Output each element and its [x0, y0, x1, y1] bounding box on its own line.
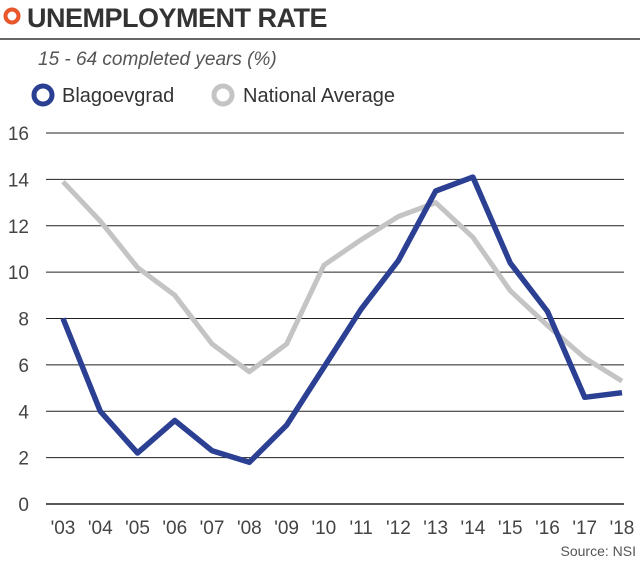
x-tick-label: '06 [162, 518, 187, 539]
x-tick-label: '15 [498, 518, 523, 539]
y-tick-label: 4 [18, 402, 29, 423]
y-tick-label: 6 [18, 356, 29, 377]
y-tick-label: 10 [8, 263, 29, 284]
y-axis-ticks: 0 2 4 6 8 10 12 14 16 [8, 124, 30, 516]
legend-blagoevgrad-icon [31, 83, 55, 107]
x-tick-label: '18 [610, 518, 635, 539]
y-tick-label: 16 [8, 124, 29, 145]
y-tick-label: 8 [18, 310, 29, 331]
x-tick-label: '14 [461, 518, 486, 539]
x-tick-label: '13 [423, 518, 448, 539]
x-tick-label: '11 [349, 518, 372, 539]
chart-title: UNEMPLOYMENT RATE [27, 3, 327, 33]
y-tick-label: 0 [18, 495, 29, 516]
x-tick-label: '09 [274, 518, 299, 539]
title-marker-icon [3, 7, 21, 25]
legend-blagoevgrad-label: Blagoevgrad [62, 85, 174, 107]
y-tick-label: 2 [18, 449, 29, 470]
x-tick-label: '12 [386, 518, 411, 539]
series-line-national-average [61, 179, 624, 384]
x-tick-label: '04 [88, 518, 113, 539]
y-tick-label: 12 [8, 217, 29, 238]
source-note: Source: NSI [561, 543, 636, 559]
x-tick-label: '03 [51, 518, 76, 539]
x-tick-label: '16 [535, 518, 560, 539]
series-line-blagoevgrad [60, 174, 623, 466]
legend: Blagoevgrad National Average [31, 83, 395, 107]
legend-national-average-icon [211, 83, 235, 107]
chart-subtitle: 15 - 64 completed years (%) [38, 49, 277, 70]
y-tick-label: 14 [8, 170, 30, 191]
x-tick-label: '07 [200, 518, 225, 539]
x-tick-label: '10 [311, 518, 336, 539]
x-tick-label: '17 [572, 518, 597, 539]
series [60, 174, 624, 466]
x-tick-label: '05 [125, 518, 150, 539]
x-tick-label: '08 [237, 518, 262, 539]
legend-national-average-label: National Average [243, 85, 395, 107]
x-axis-ticks: '03 '04 '05 '06 '07 '08 '09 '10 '11 '12 '13 '14 '15 '… [51, 518, 635, 539]
